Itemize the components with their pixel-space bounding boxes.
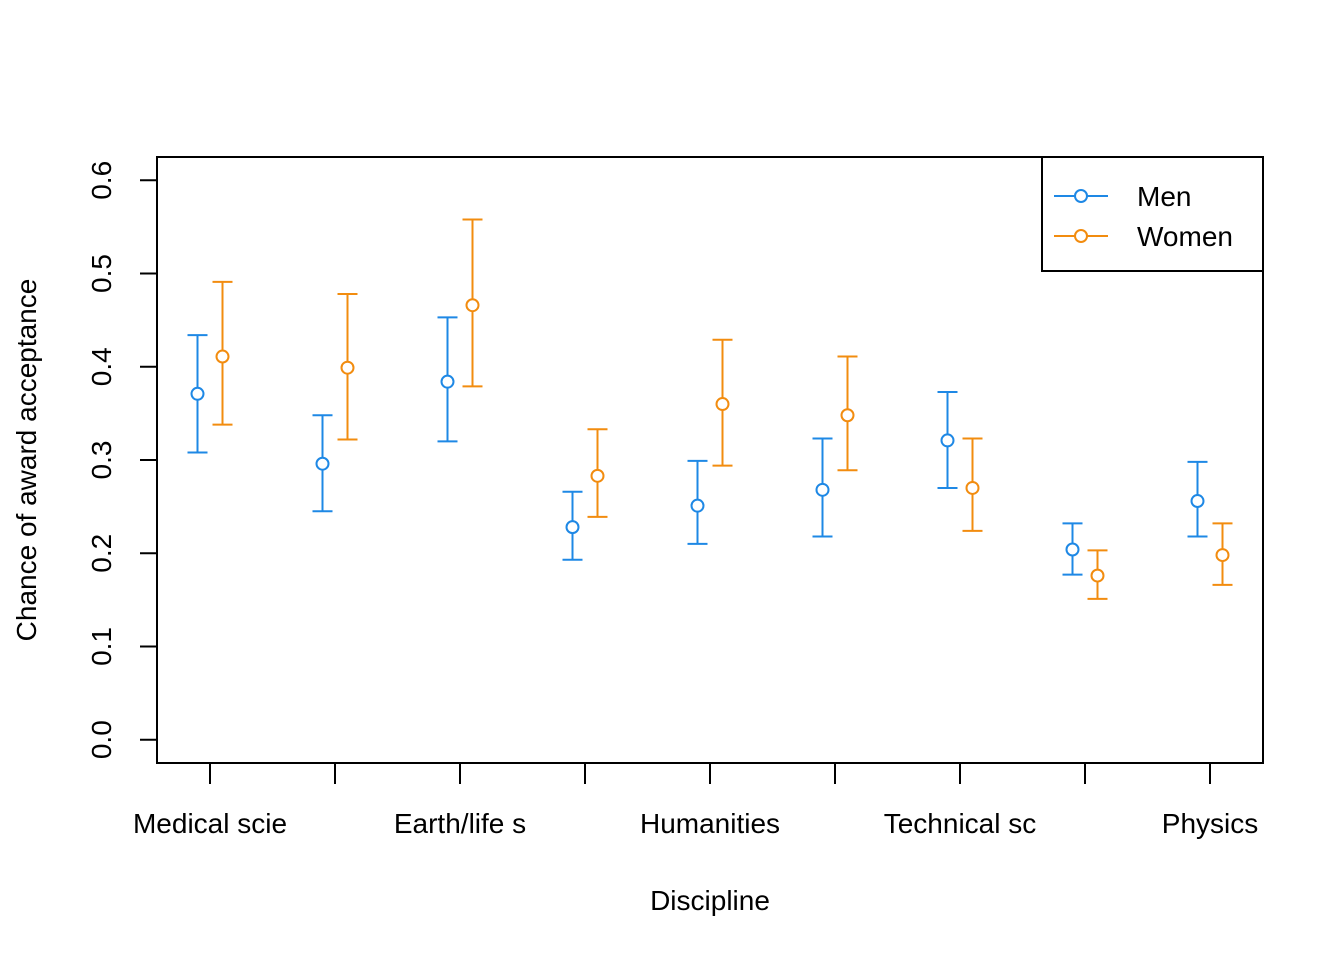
data-point: [965, 480, 980, 495]
x-tick-label: Medical scie: [133, 808, 287, 839]
legend-box: [1041, 156, 1264, 272]
data-point: [1065, 542, 1080, 557]
series-men: [187, 316, 1208, 576]
data-point: [840, 408, 855, 423]
data-point: [715, 397, 730, 412]
data-point: [590, 468, 605, 483]
series-women: [212, 218, 1233, 600]
legend-marker: [1074, 189, 1088, 203]
plot-frame: [156, 156, 1264, 764]
data-point: [815, 482, 830, 497]
legend-label: Women: [1137, 221, 1233, 252]
x-tick-label: Humanities: [640, 808, 780, 839]
y-tick-label: 0.5: [86, 254, 117, 293]
data-point: [190, 386, 205, 401]
data-point: [215, 349, 230, 364]
y-tick-label: 0.4: [86, 347, 117, 386]
legend-label: Men: [1137, 181, 1191, 212]
x-tick-label: Technical sc: [884, 808, 1037, 839]
y-tick-label: 0.6: [86, 161, 117, 200]
data-point: [340, 360, 355, 375]
data-point: [1090, 568, 1105, 583]
x-axis: Medical scie Earth/life s Humanities Techni…: [133, 762, 1258, 839]
data-point: [1190, 494, 1205, 509]
series-layer: [187, 218, 1233, 600]
legend: Men Women: [1041, 156, 1264, 272]
data-point: [440, 374, 455, 389]
y-tick-label: 0.0: [86, 720, 117, 759]
data-point: [1215, 548, 1230, 563]
y-tick-label: 0.3: [86, 441, 117, 480]
y-tick-label: 0.2: [86, 534, 117, 573]
data-point: [690, 498, 705, 513]
data-point: [565, 520, 580, 535]
x-tick-label: Physics: [1162, 808, 1258, 839]
y-tick-label: 0.1: [86, 627, 117, 666]
legend-marker: [1074, 229, 1088, 243]
data-point: [465, 298, 480, 313]
y-axis: 0.0 0.1 0.2 0.3 0.4 0.5 0.6: [86, 161, 158, 759]
y-axis-title: Chance of award acceptance: [11, 279, 42, 642]
x-tick-label: Earth/life s: [394, 808, 526, 839]
data-point: [315, 456, 330, 471]
data-point: [940, 433, 955, 448]
x-axis-title: Discipline: [650, 885, 770, 916]
